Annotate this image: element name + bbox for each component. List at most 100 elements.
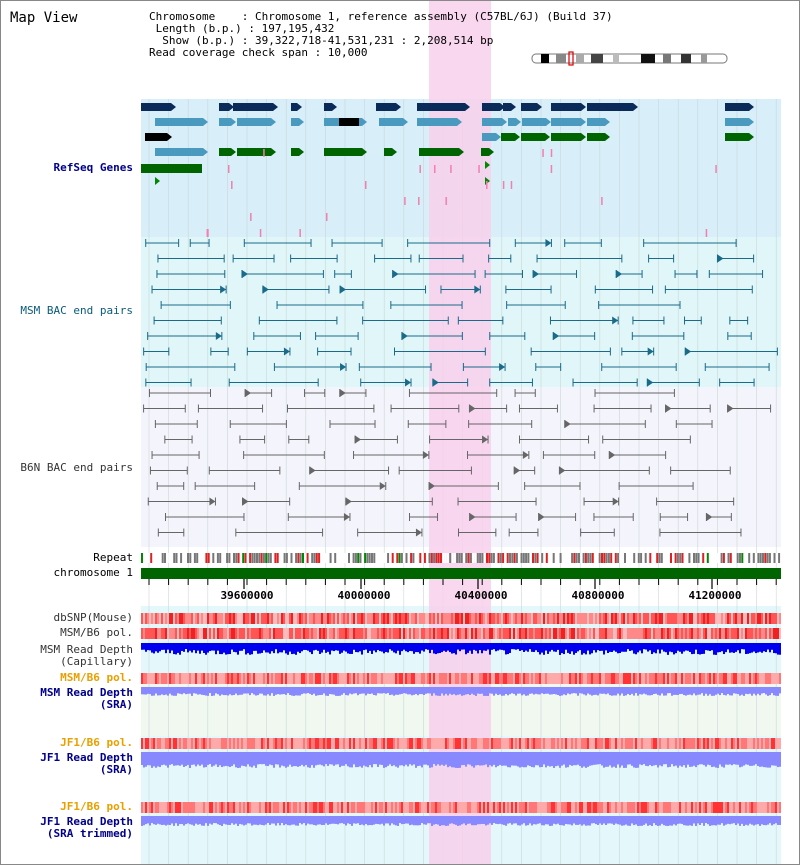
track-label-msm-bac[interactable]: MSM BAC end pairs bbox=[20, 304, 133, 317]
heat-cell bbox=[521, 802, 523, 813]
heat-cell bbox=[723, 738, 725, 749]
heat-cell bbox=[763, 628, 765, 639]
heat-cell bbox=[399, 738, 401, 749]
heat-cell bbox=[553, 802, 555, 813]
heat-cell bbox=[327, 738, 329, 749]
track-label-jf1-depth-trim-1[interactable]: JF1 Read Depth bbox=[40, 815, 133, 828]
heat-cell bbox=[633, 613, 635, 624]
depth-bar bbox=[399, 643, 401, 655]
depth-bar bbox=[421, 816, 423, 824]
depth-bar bbox=[263, 816, 265, 826]
heat-cell bbox=[221, 613, 223, 624]
heat-cell bbox=[247, 673, 249, 684]
track-label-refseq[interactable]: RefSeq Genes bbox=[53, 161, 133, 174]
heat-cell bbox=[677, 613, 679, 624]
depth-bar bbox=[435, 816, 437, 825]
repeat-mark bbox=[771, 553, 774, 563]
heat-cell bbox=[777, 802, 779, 813]
heat-cell bbox=[395, 628, 397, 639]
track-label-msm-b6-pol-1[interactable]: MSM/B6 pol. bbox=[60, 626, 133, 639]
heat-cell bbox=[533, 673, 535, 684]
heat-cell bbox=[759, 628, 761, 639]
heat-cell bbox=[695, 802, 697, 813]
heat-cell bbox=[557, 738, 559, 749]
heat-cell bbox=[205, 613, 207, 624]
heat-cell bbox=[191, 628, 193, 639]
heat-cell bbox=[223, 738, 225, 749]
heat-cell bbox=[253, 628, 255, 639]
heat-cell bbox=[211, 613, 213, 624]
heat-cell bbox=[483, 738, 485, 749]
depth-bar bbox=[537, 643, 539, 653]
depth-bar bbox=[533, 687, 535, 695]
depth-bar bbox=[571, 816, 573, 826]
depth-bar bbox=[717, 687, 719, 694]
heat-cell bbox=[733, 613, 735, 624]
heat-cell bbox=[697, 738, 699, 749]
heat-cell bbox=[517, 673, 519, 684]
depth-bar bbox=[743, 643, 745, 650]
heat-cell bbox=[663, 613, 665, 624]
track-label-chromosome[interactable]: chromosome 1 bbox=[53, 566, 133, 579]
heat-cell bbox=[685, 613, 687, 624]
track-label-msm-depth-cap-2: (Capillary) bbox=[60, 655, 133, 668]
heat-cell bbox=[691, 738, 693, 749]
track-label-jf1-b6-pol-2[interactable]: JF1/B6 pol. bbox=[60, 800, 133, 813]
repeat-mark bbox=[764, 553, 767, 563]
depth-bar bbox=[303, 752, 305, 767]
heat-cell bbox=[547, 613, 549, 624]
gene-tick bbox=[510, 181, 513, 189]
repeat-mark bbox=[706, 553, 709, 563]
depth-bar bbox=[691, 687, 693, 696]
depth-bar bbox=[359, 687, 361, 694]
heat-cell bbox=[387, 613, 389, 624]
repeat-mark bbox=[651, 553, 654, 563]
repeat-mark bbox=[667, 553, 670, 563]
track-label-msm-b6-pol-2[interactable]: MSM/B6 pol. bbox=[60, 671, 133, 684]
heat-cell bbox=[501, 628, 503, 639]
depth-bar bbox=[405, 752, 407, 765]
heat-cell bbox=[441, 628, 443, 639]
depth-bar bbox=[199, 752, 201, 766]
depth-bar bbox=[233, 643, 235, 652]
track-label-b6n-bac[interactable]: B6N BAC end pairs bbox=[20, 461, 133, 474]
heat-cell bbox=[181, 628, 183, 639]
heat-cell bbox=[651, 673, 653, 684]
heat-cell bbox=[649, 628, 651, 639]
heat-cell bbox=[289, 628, 291, 639]
depth-bar bbox=[521, 687, 523, 696]
track-label-jf1-b6-pol-1[interactable]: JF1/B6 pol. bbox=[60, 736, 133, 749]
track-label-msm-depth-cap-1[interactable]: MSM Read Depth bbox=[40, 643, 133, 656]
heat-cell bbox=[469, 673, 471, 684]
gene-feature bbox=[419, 148, 459, 156]
heat-cell bbox=[553, 738, 555, 749]
repeat-mark bbox=[187, 553, 189, 563]
track-label-repeat[interactable]: Repeat bbox=[93, 551, 133, 564]
heat-cell bbox=[239, 738, 241, 749]
heat-cell bbox=[225, 673, 227, 684]
repeat-mark bbox=[423, 553, 426, 563]
depth-bar bbox=[429, 816, 431, 824]
heat-cell bbox=[353, 673, 355, 684]
track-label-jf1-depth-sra-1[interactable]: JF1 Read Depth bbox=[40, 751, 133, 764]
bac-arrow bbox=[616, 270, 623, 278]
depth-bar bbox=[641, 816, 643, 826]
track-label-dbsnp[interactable]: dbSNP(Mouse) bbox=[53, 611, 133, 624]
heat-cell bbox=[671, 628, 673, 639]
depth-bar bbox=[255, 687, 257, 696]
heat-cell bbox=[425, 738, 427, 749]
depth-bar bbox=[565, 643, 567, 650]
heat-cell bbox=[181, 613, 183, 624]
depth-bar bbox=[747, 816, 749, 826]
depth-bar bbox=[765, 816, 767, 826]
heat-cell bbox=[749, 738, 751, 749]
depth-bar bbox=[621, 643, 623, 652]
heat-cell bbox=[163, 673, 165, 684]
heat-cell bbox=[401, 628, 403, 639]
depth-bar bbox=[173, 687, 175, 696]
heat-cell bbox=[583, 628, 585, 639]
track-label-msm-depth-sra-1[interactable]: MSM Read Depth bbox=[40, 686, 133, 699]
heat-cell bbox=[553, 613, 555, 624]
heat-cell bbox=[295, 628, 297, 639]
